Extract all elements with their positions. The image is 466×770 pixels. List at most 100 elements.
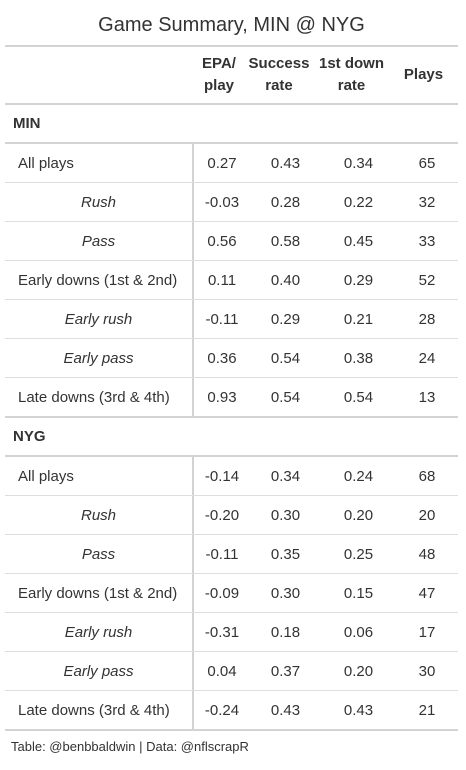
table-row: Late downs (3rd & 4th) -0.24 0.43 0.43 21 <box>5 691 458 731</box>
row-label: Late downs (3rd & 4th) <box>5 691 194 729</box>
first-down-rate-cell: 0.22 <box>343 193 374 211</box>
epa-cell: -0.03 <box>204 193 240 211</box>
success-rate-cell: 0.40 <box>270 271 301 289</box>
epa-column-header: EPA/ play <box>194 53 244 97</box>
column-header-row: EPA/ play Success rate 1st down rate Pla… <box>5 47 458 105</box>
success-rate-cell: 0.54 <box>270 388 301 406</box>
row-label: Rush <box>5 183 194 221</box>
plays-cell: 20 <box>418 506 436 524</box>
table-row: Early downs (1st & 2nd) -0.09 0.30 0.15 47 <box>5 574 458 613</box>
plays-cell: 24 <box>418 349 436 367</box>
table-row: Pass 0.56 0.58 0.45 33 <box>5 222 458 261</box>
row-label: Late downs (3rd & 4th) <box>5 378 194 416</box>
epa-cell: 0.93 <box>207 388 237 406</box>
epa-cell: -0.11 <box>205 310 239 328</box>
row-label: Early downs (1st & 2nd) <box>5 574 194 612</box>
row-label: Pass <box>5 222 194 260</box>
plays-cell: 13 <box>418 388 436 406</box>
row-label: All plays <box>5 457 194 495</box>
table-row: Early rush -0.31 0.18 0.06 17 <box>5 613 458 652</box>
epa-cell: 0.04 <box>207 662 237 680</box>
first-down-header-line2: rate <box>337 77 366 94</box>
table-row: Rush -0.20 0.30 0.20 20 <box>5 496 458 535</box>
source-caption: Table: @benbbaldwin | Data: @nflscrapR <box>11 739 249 754</box>
plays-cell: 28 <box>418 310 436 328</box>
first-down-rate-cell: 0.38 <box>343 349 374 367</box>
table-row: Rush -0.03 0.28 0.22 32 <box>5 183 458 222</box>
success-rate-cell: 0.37 <box>270 662 301 680</box>
row-label: Early pass <box>5 652 194 690</box>
row-label: Early rush <box>5 613 194 651</box>
plays-cell: 52 <box>418 271 436 289</box>
table-row: Late downs (3rd & 4th) 0.93 0.54 0.54 13 <box>5 378 458 418</box>
success-rate-cell: 0.18 <box>270 623 301 641</box>
first-down-rate-cell: 0.54 <box>343 388 374 406</box>
table-row: All plays -0.14 0.34 0.24 68 <box>5 457 458 496</box>
epa-cell: 0.36 <box>207 349 237 367</box>
first-down-rate-cell: 0.15 <box>343 584 374 602</box>
epa-cell: -0.11 <box>205 545 239 563</box>
first-down-header-line1: 1st down <box>318 55 384 72</box>
epa-header-line1: EPA/ <box>202 55 236 72</box>
first-down-rate-cell: 0.24 <box>343 467 374 485</box>
success-rate-cell: 0.30 <box>270 506 301 524</box>
first-down-rate-cell: 0.43 <box>343 701 374 719</box>
epa-header-line2: play <box>203 77 234 94</box>
first-down-rate-cell: 0.29 <box>343 271 374 289</box>
success-rate-cell: 0.29 <box>270 310 301 328</box>
row-label: Pass <box>5 535 194 573</box>
row-label: Early rush <box>5 300 194 338</box>
success-rate-cell: 0.54 <box>270 349 301 367</box>
epa-cell: -0.09 <box>204 584 240 602</box>
first-down-rate-cell: 0.25 <box>343 545 374 563</box>
plays-cell: 21 <box>418 701 436 719</box>
plays-cell: 17 <box>418 623 436 641</box>
first-down-rate-cell: 0.20 <box>343 662 374 680</box>
plays-cell: 68 <box>418 467 436 485</box>
group-header: MIN <box>5 105 458 144</box>
table-row: All plays 0.27 0.43 0.34 65 <box>5 144 458 183</box>
group-rows: All plays -0.14 0.34 0.24 68 Rush -0.20 0.30 0.2… <box>5 457 458 731</box>
table-row: Early rush -0.11 0.29 0.21 28 <box>5 300 458 339</box>
plays-cell: 65 <box>418 154 436 172</box>
plays-column-header: Plays <box>389 64 458 86</box>
row-label: Early downs (1st & 2nd) <box>5 261 194 299</box>
epa-cell: 0.27 <box>207 154 237 172</box>
first-down-rate-cell: 0.34 <box>343 154 374 172</box>
group-header: NYG <box>5 418 458 457</box>
first-down-column-header: 1st down rate <box>314 53 389 97</box>
plays-cell: 30 <box>418 662 436 680</box>
first-down-rate-cell: 0.21 <box>343 310 374 328</box>
epa-cell: 0.56 <box>207 232 237 250</box>
plays-cell: 47 <box>418 584 436 602</box>
table-row: Pass -0.11 0.35 0.25 48 <box>5 535 458 574</box>
epa-cell: -0.31 <box>204 623 240 641</box>
table-body: MIN All plays 0.27 0.43 0.34 65 Rush -0.03 0.28 0… <box>5 105 458 731</box>
plays-cell: 32 <box>418 193 436 211</box>
epa-cell: -0.20 <box>204 506 240 524</box>
row-label: Rush <box>5 496 194 534</box>
table-row: Early pass 0.04 0.37 0.20 30 <box>5 652 458 691</box>
table-row: Early downs (1st & 2nd) 0.11 0.40 0.29 52 <box>5 261 458 300</box>
epa-cell: -0.14 <box>204 467 240 485</box>
summary-table: Game Summary, MIN @ NYG EPA/ play Succes… <box>5 5 458 763</box>
row-label: All plays <box>5 144 194 182</box>
success-rate-cell: 0.43 <box>270 701 301 719</box>
epa-cell: -0.24 <box>204 701 240 719</box>
first-down-rate-cell: 0.06 <box>343 623 374 641</box>
group-rows: All plays 0.27 0.43 0.34 65 Rush -0.03 0.28 0.22… <box>5 144 458 418</box>
success-rate-cell: 0.58 <box>270 232 301 250</box>
plays-cell: 33 <box>418 232 436 250</box>
success-header-line2: rate <box>265 77 293 94</box>
first-down-rate-cell: 0.45 <box>343 232 374 250</box>
plays-header-line1: Plays <box>403 66 444 83</box>
table-title: Game Summary, MIN @ NYG <box>5 5 458 47</box>
success-rate-cell: 0.43 <box>270 154 301 172</box>
row-label: Early pass <box>5 339 194 377</box>
success-rate-cell: 0.28 <box>270 193 301 211</box>
epa-cell: 0.11 <box>207 271 237 289</box>
first-down-rate-cell: 0.20 <box>343 506 374 524</box>
success-rate-cell: 0.30 <box>270 584 301 602</box>
plays-cell: 48 <box>418 545 436 563</box>
success-rate-cell: 0.35 <box>270 545 301 563</box>
